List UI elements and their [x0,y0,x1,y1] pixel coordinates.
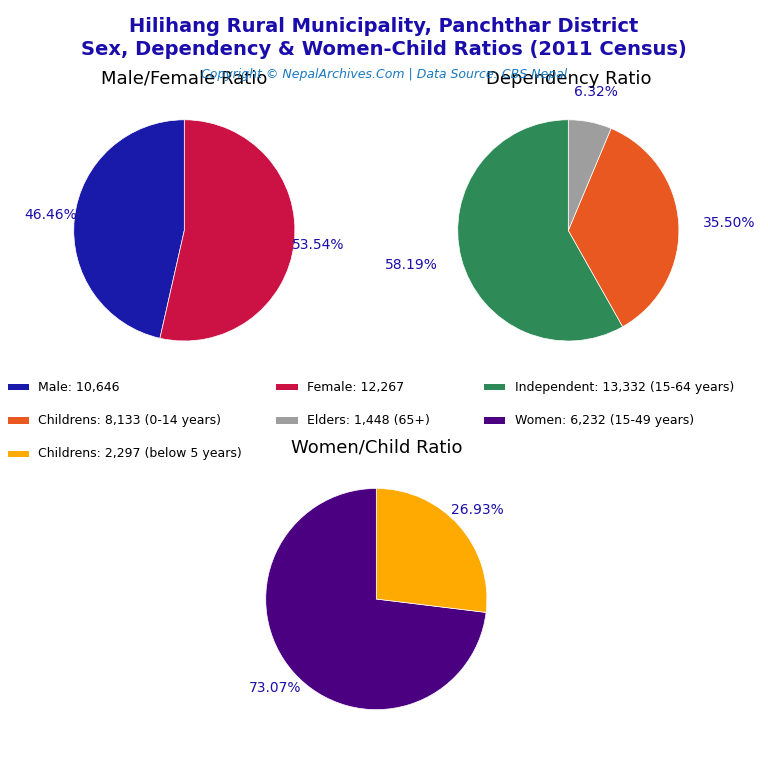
FancyBboxPatch shape [8,384,29,390]
Text: Copyright © NepalArchives.Com | Data Source: CBS Nepal: Copyright © NepalArchives.Com | Data Sou… [201,68,567,81]
Wedge shape [74,120,184,338]
FancyBboxPatch shape [484,384,505,390]
Text: Women: 6,232 (15-49 years): Women: 6,232 (15-49 years) [515,414,694,427]
Text: 46.46%: 46.46% [24,208,77,223]
Title: Dependency Ratio: Dependency Ratio [485,70,651,88]
FancyBboxPatch shape [8,451,29,457]
FancyBboxPatch shape [276,417,298,424]
Text: Childrens: 8,133 (0-14 years): Childrens: 8,133 (0-14 years) [38,414,221,427]
FancyBboxPatch shape [8,417,29,424]
Text: Male: 10,646: Male: 10,646 [38,381,120,394]
Text: Childrens: 2,297 (below 5 years): Childrens: 2,297 (below 5 years) [38,447,242,460]
Text: 53.54%: 53.54% [292,238,345,253]
Text: 35.50%: 35.50% [703,216,756,230]
Title: Women/Child Ratio: Women/Child Ratio [290,439,462,456]
Text: Independent: 13,332 (15-64 years): Independent: 13,332 (15-64 years) [515,381,733,394]
Wedge shape [160,120,295,341]
Wedge shape [376,488,487,612]
FancyBboxPatch shape [484,417,505,424]
Text: 73.07%: 73.07% [249,681,302,696]
Text: 58.19%: 58.19% [385,258,438,272]
Wedge shape [568,120,611,230]
Text: Hilihang Rural Municipality, Panchthar District: Hilihang Rural Municipality, Panchthar D… [129,17,639,36]
Text: Female: 12,267: Female: 12,267 [307,381,404,394]
Title: Male/Female Ratio: Male/Female Ratio [101,70,267,88]
Text: 6.32%: 6.32% [574,84,618,98]
Wedge shape [266,488,486,710]
Wedge shape [458,120,623,341]
Wedge shape [568,128,679,326]
FancyBboxPatch shape [276,384,298,390]
Text: Sex, Dependency & Women-Child Ratios (2011 Census): Sex, Dependency & Women-Child Ratios (20… [81,40,687,59]
Text: 26.93%: 26.93% [451,502,504,517]
Text: Elders: 1,448 (65+): Elders: 1,448 (65+) [307,414,430,427]
